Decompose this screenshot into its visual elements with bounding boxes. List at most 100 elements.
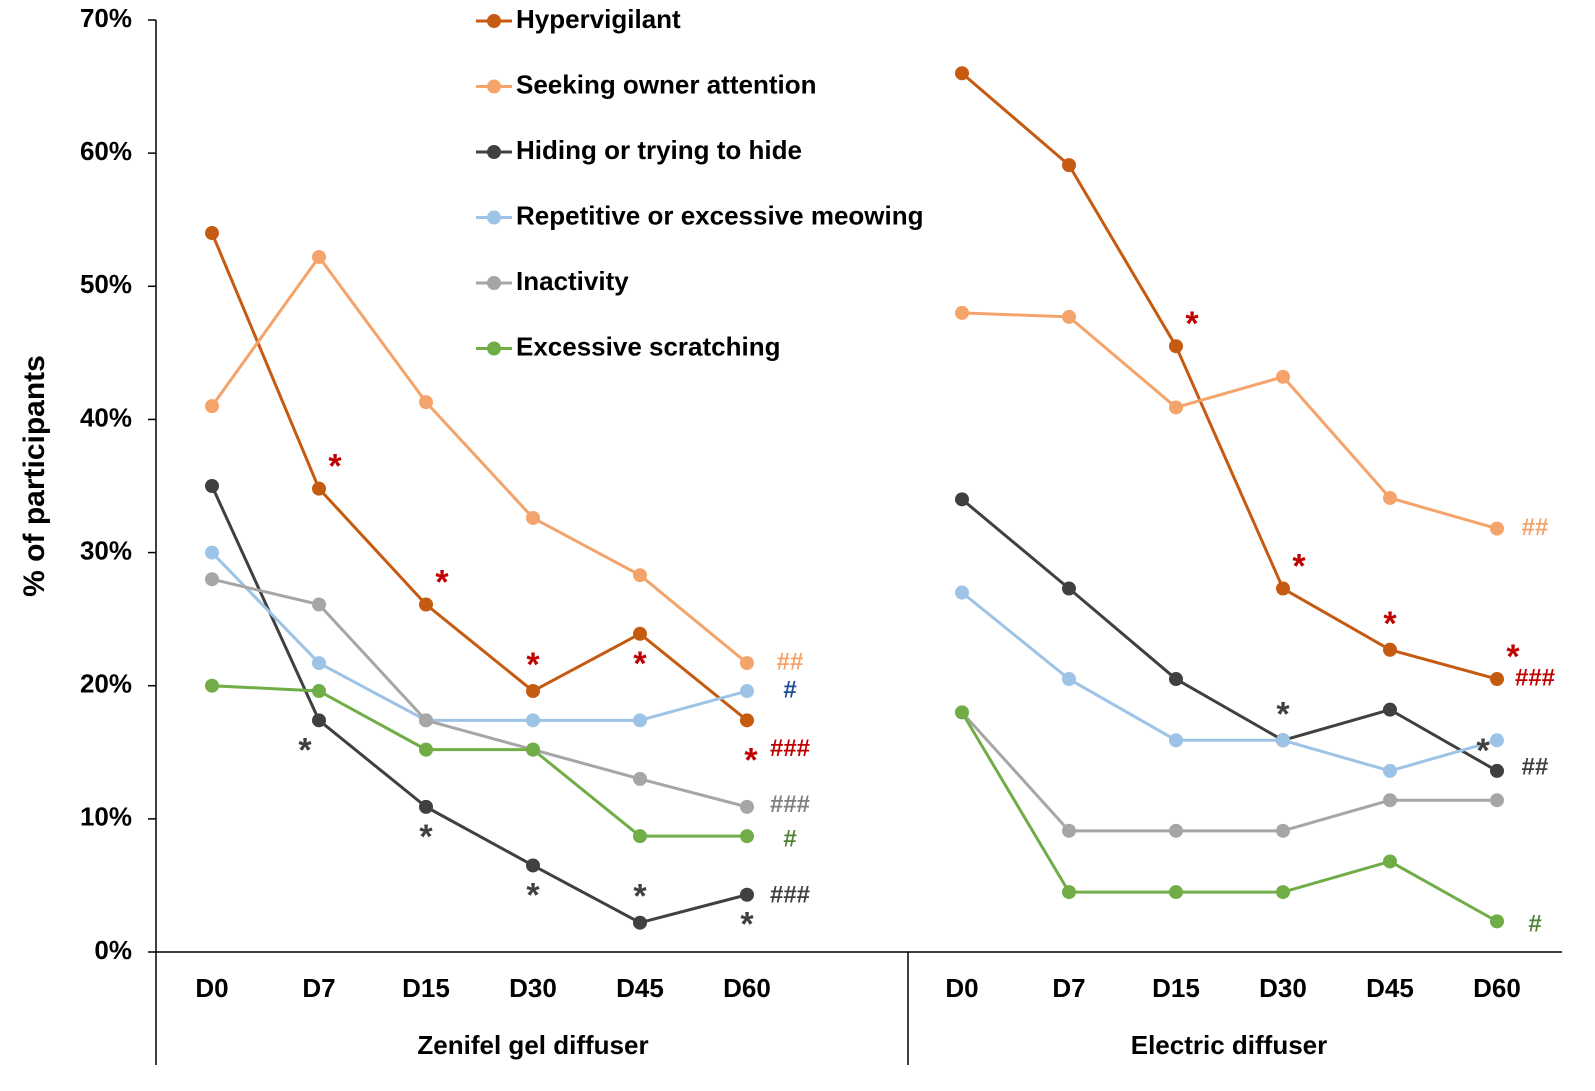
significance-hash: # xyxy=(783,826,796,853)
significance-hash: ### xyxy=(770,791,810,818)
data-point xyxy=(312,684,326,699)
data-point xyxy=(1383,763,1397,778)
series-line xyxy=(960,711,1497,833)
data-point xyxy=(955,492,969,507)
legend-marker xyxy=(487,341,501,356)
data-point xyxy=(740,887,754,902)
y-axis-label: % of participants xyxy=(18,355,51,597)
data-point xyxy=(312,713,326,728)
y-tick-label: 40% xyxy=(80,402,132,432)
data-point xyxy=(1383,702,1397,717)
data-point xyxy=(740,713,754,728)
data-point xyxy=(955,305,969,320)
data-point xyxy=(205,479,219,493)
x-tick-label: D0 xyxy=(195,973,228,1003)
series-line xyxy=(210,232,748,722)
data-point xyxy=(1062,885,1076,900)
series-line xyxy=(961,591,1498,773)
data-point xyxy=(1490,733,1504,748)
data-point xyxy=(1062,823,1076,838)
legend-item: Inactivity xyxy=(476,266,629,296)
data-point xyxy=(1062,581,1076,596)
data-point xyxy=(419,597,433,612)
legend-label: Excessive scratching xyxy=(516,331,781,361)
significance-star: * xyxy=(1383,605,1397,643)
significance-star: * xyxy=(1292,548,1306,586)
data-point xyxy=(1062,309,1076,324)
x-tick-label: D45 xyxy=(616,973,664,1003)
legend-marker xyxy=(487,276,501,290)
data-point xyxy=(312,597,326,612)
data-point xyxy=(205,399,219,414)
series-line xyxy=(211,577,748,809)
x-tick-label: D60 xyxy=(1473,973,1521,1003)
y-tick-label: 50% xyxy=(80,269,132,299)
data-point xyxy=(419,799,433,814)
data-point xyxy=(1169,733,1183,748)
significance-star: * xyxy=(526,876,540,914)
legend-item: Seeking owner attention xyxy=(476,69,817,99)
x-tick-label: D30 xyxy=(509,973,557,1003)
y-tick-label: 30% xyxy=(80,535,132,565)
significance-hash: ## xyxy=(1522,514,1549,541)
data-point xyxy=(419,713,433,728)
y-tick-label: 70% xyxy=(80,3,132,33)
data-point xyxy=(1169,823,1183,838)
y-tick-label: 60% xyxy=(80,136,132,166)
significance-hash: ## xyxy=(777,648,804,675)
data-point xyxy=(1490,521,1504,536)
series-line xyxy=(961,72,1498,681)
data-point xyxy=(1383,854,1397,869)
legend-marker xyxy=(487,14,501,28)
legend-item: Hypervigilant xyxy=(476,4,681,34)
legend-item: Repetitive or excessive meowing xyxy=(476,200,924,230)
significance-star: * xyxy=(633,645,647,683)
data-point xyxy=(955,66,969,81)
data-point xyxy=(633,568,647,583)
significance-star: * xyxy=(328,448,342,486)
data-point xyxy=(740,829,754,844)
data-point xyxy=(633,829,647,844)
significance-hash: ### xyxy=(770,735,810,762)
data-point xyxy=(205,678,219,693)
x-tick-label: D60 xyxy=(723,973,771,1003)
legend-marker xyxy=(487,79,501,94)
x-tick-label: D45 xyxy=(1366,973,1414,1003)
data-point xyxy=(633,915,647,930)
legend-marker xyxy=(487,145,501,159)
data-point xyxy=(1169,672,1183,687)
significance-star: * xyxy=(526,646,540,684)
legend: Hypervigilant Seeking owner attention Hidi… xyxy=(476,4,924,361)
significance-star: * xyxy=(298,731,312,769)
data-point xyxy=(1169,400,1183,415)
data-point xyxy=(1276,733,1290,748)
significance-star: * xyxy=(740,906,754,944)
legend-label: Hiding or trying to hide xyxy=(516,135,802,165)
significance-hash: ### xyxy=(1515,664,1555,691)
data-point xyxy=(526,713,540,728)
significance-star: * xyxy=(633,878,647,916)
data-point xyxy=(419,395,433,410)
data-point xyxy=(205,572,219,587)
data-point xyxy=(740,684,754,699)
series-line xyxy=(211,684,747,838)
data-point xyxy=(1062,158,1076,173)
series-line xyxy=(961,498,1498,773)
y-tick-label: 0% xyxy=(94,935,132,965)
data-point xyxy=(1383,793,1397,808)
significance-hash: # xyxy=(1528,911,1541,938)
significance-hash: ## xyxy=(1522,754,1549,781)
x-tick-label: D0 xyxy=(945,973,978,1003)
data-point xyxy=(526,858,540,873)
significance-star: * xyxy=(1476,732,1490,770)
significance-hash: ### xyxy=(770,881,810,908)
significance-star: * xyxy=(1185,305,1199,343)
series-line xyxy=(210,551,748,722)
series-layer xyxy=(205,66,1504,930)
data-point xyxy=(312,249,326,264)
legend-label: Seeking owner attention xyxy=(516,69,817,99)
group-label: Zenifel gel diffuser xyxy=(417,1030,648,1060)
data-point xyxy=(419,742,433,757)
data-point xyxy=(1490,793,1504,808)
